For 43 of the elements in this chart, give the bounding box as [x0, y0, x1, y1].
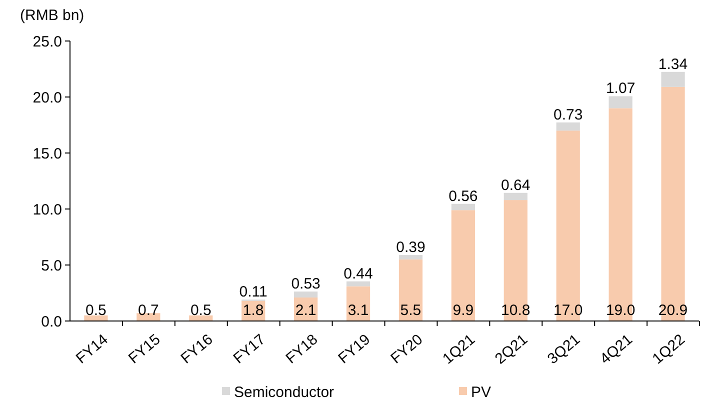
bar: [451, 210, 475, 321]
legend-label: Semiconductor: [234, 384, 334, 401]
data-label: 2.1: [295, 302, 316, 319]
y-tick-label: 0.0: [41, 313, 62, 330]
data-label: 0.11: [239, 284, 268, 301]
legend-label: PV: [471, 384, 492, 401]
data-label: 0.7: [138, 302, 159, 319]
bar: [608, 96, 632, 108]
y-tick-label: 25.0: [32, 33, 62, 50]
data-label: 1.34: [658, 56, 688, 73]
bar: [504, 192, 528, 200]
y-tick-label: 20.0: [32, 89, 62, 106]
data-label: 9.9: [452, 302, 474, 319]
bar: [84, 315, 108, 321]
data-label: 0.56: [448, 188, 478, 205]
data-label: 0.39: [396, 239, 426, 256]
data-label: 0.73: [554, 106, 583, 124]
data-label: 0.44: [344, 265, 373, 282]
y-tick-label: 15.0: [32, 145, 62, 162]
data-label: 10.8: [501, 302, 530, 319]
bar: [346, 281, 370, 286]
y-tick-label: 5.0: [41, 257, 62, 274]
data-label: 1.8: [242, 302, 264, 319]
bar: [294, 292, 318, 298]
data-label: 20.9: [658, 302, 688, 319]
bar: [556, 122, 580, 131]
data-label: 3.1: [348, 302, 369, 319]
bar: [661, 86, 685, 321]
data-label: 0.64: [501, 176, 530, 194]
bar: [661, 72, 685, 87]
data-label: 5.5: [400, 302, 422, 319]
data-label: 0.53: [291, 276, 320, 293]
bar: [398, 255, 423, 260]
y-tick-label: 10.0: [32, 201, 62, 218]
bar: [504, 200, 528, 321]
data-label: 19.0: [606, 302, 636, 319]
bar: [451, 204, 475, 210]
data-label: 17.0: [554, 302, 583, 319]
bar: [398, 259, 423, 321]
data-label: 1.07: [606, 80, 636, 98]
data-label: 0.5: [86, 302, 106, 319]
data-label: 0.5: [190, 302, 212, 319]
y-axis-title: (RMB bn): [20, 7, 84, 24]
